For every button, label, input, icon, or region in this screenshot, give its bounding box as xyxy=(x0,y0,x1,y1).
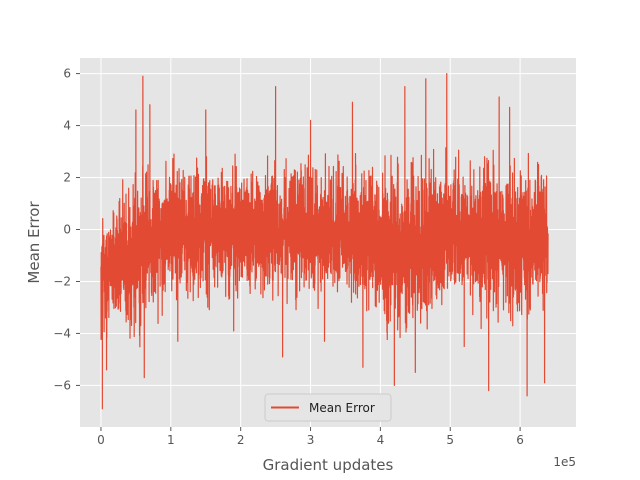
x-tick-label: 6 xyxy=(516,433,524,447)
series-line-mean-error xyxy=(100,72,549,410)
x-axis-label: Gradient updates xyxy=(263,456,394,474)
y-axis-ticks: −6 −4 −2 0 2 4 6 xyxy=(53,67,80,392)
y-tick-label: 2 xyxy=(63,171,71,185)
y-tick-label: 0 xyxy=(63,223,71,237)
y-tick-label: −6 xyxy=(53,378,71,392)
series-mean-error xyxy=(100,72,549,410)
x-tick-label: 1 xyxy=(167,433,175,447)
y-axis-label: Mean Error xyxy=(25,201,43,284)
y-tick-label: −2 xyxy=(53,274,71,288)
legend-label-mean-error: Mean Error xyxy=(309,401,375,415)
x-tick-label: 5 xyxy=(446,433,454,447)
x-tick-label: 3 xyxy=(307,433,315,447)
y-tick-label: −4 xyxy=(53,326,71,340)
x-tick-label: 2 xyxy=(237,433,245,447)
legend-box xyxy=(264,393,392,422)
x-tick-label: 4 xyxy=(377,433,385,447)
y-tick-label: 6 xyxy=(63,67,71,81)
x-axis-offset-label: 1e5 xyxy=(553,455,576,469)
legend: Mean Error xyxy=(264,393,392,422)
x-axis-ticks: 0 1 2 3 4 5 6 xyxy=(97,427,524,447)
y-tick-label: 4 xyxy=(63,119,71,133)
x-tick-label: 0 xyxy=(97,433,105,447)
